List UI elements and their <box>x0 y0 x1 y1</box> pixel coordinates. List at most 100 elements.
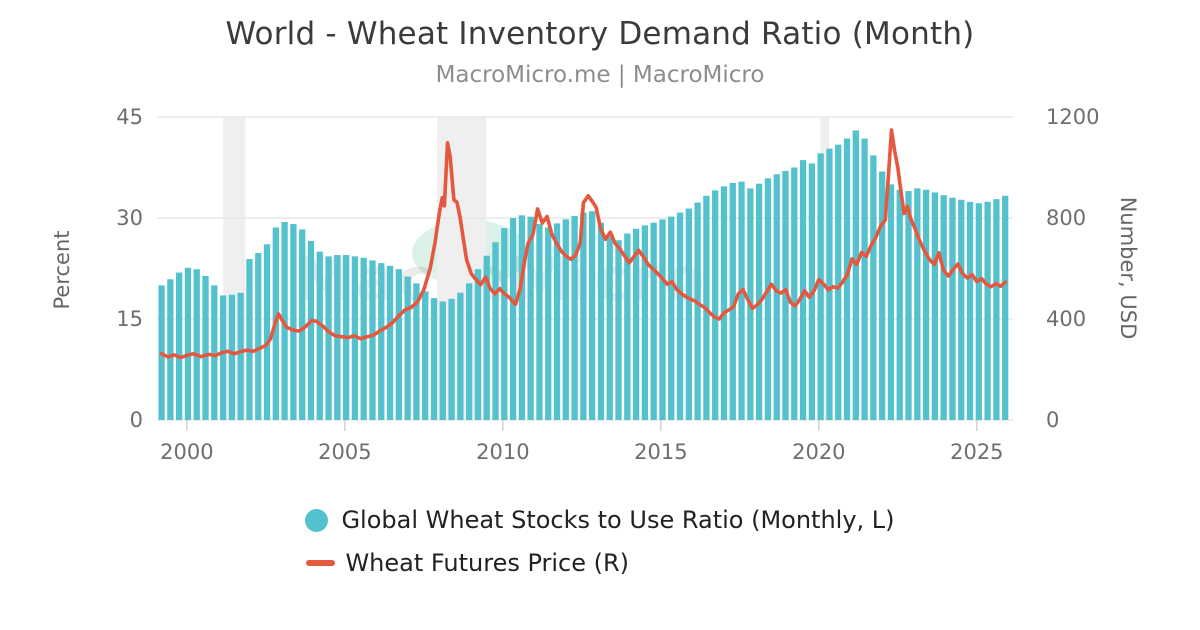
bar <box>641 225 649 420</box>
bar <box>835 144 842 420</box>
bar <box>439 301 446 420</box>
bar <box>782 170 789 420</box>
bar <box>184 267 192 420</box>
bar <box>993 199 1000 420</box>
bar <box>764 178 772 420</box>
legend: Global Wheat Stocks to Use Ratio (Monthl… <box>0 504 1200 579</box>
bar <box>395 269 402 420</box>
bar <box>325 256 332 420</box>
bar <box>422 291 429 420</box>
bar <box>975 203 982 420</box>
x-tick-label: 2000 <box>160 440 213 464</box>
bar <box>509 218 517 420</box>
legend-items: Global Wheat Stocks to Use Ratio (Monthl… <box>305 504 895 579</box>
x-tick-label: 2020 <box>792 440 845 464</box>
legend-label-wheat-futures-price: Wheat Futures Price (R) <box>345 549 630 577</box>
bar <box>527 216 534 420</box>
bar <box>729 182 736 420</box>
bar <box>843 138 851 420</box>
bar <box>914 188 921 420</box>
bar <box>219 295 227 420</box>
bar <box>193 269 200 420</box>
bar <box>650 222 657 420</box>
bar <box>659 219 666 420</box>
bar <box>465 283 473 420</box>
y-axis-right: 0 400 800 1200 <box>1046 105 1099 432</box>
bar <box>606 236 613 420</box>
bar <box>562 219 569 420</box>
left-axis-title: Percent <box>50 230 74 310</box>
bar <box>694 202 701 420</box>
legend-label-stocks-to-use-ratio: Global Wheat Stocks to Use Ratio (Monthl… <box>341 506 895 534</box>
bar <box>738 181 745 420</box>
bar <box>176 272 183 420</box>
bar <box>676 212 684 420</box>
x-tick-label: 2010 <box>476 440 529 464</box>
bar <box>817 153 824 421</box>
bar <box>966 201 974 420</box>
bar <box>404 276 411 420</box>
bar <box>852 130 859 420</box>
bar <box>879 171 886 420</box>
recession-band <box>820 117 830 420</box>
bar <box>685 208 692 420</box>
bar <box>791 167 798 420</box>
x-tick-label: 2015 <box>634 440 687 464</box>
bar <box>307 240 315 420</box>
bar <box>492 242 499 420</box>
y-left-tick-label: 30 <box>116 206 143 230</box>
bar <box>773 174 780 420</box>
bar <box>474 269 482 420</box>
bar <box>615 240 622 420</box>
bar <box>202 275 209 420</box>
bar <box>386 265 394 420</box>
bar <box>316 251 323 420</box>
bar <box>826 148 833 420</box>
bar <box>905 191 912 420</box>
bar <box>949 197 956 420</box>
x-tick-label: 2005 <box>318 440 371 464</box>
bar <box>940 195 947 420</box>
legend-item-stocks-to-use-ratio[interactable]: Global Wheat Stocks to Use Ratio (Monthl… <box>305 504 895 536</box>
right-axis-title: Number, USD <box>1116 196 1140 340</box>
y-right-tick-label: 800 <box>1046 206 1086 230</box>
bar <box>1002 195 1009 420</box>
bar <box>518 215 526 420</box>
x-tick-label: 2025 <box>950 440 1003 464</box>
y-right-tick-label: 400 <box>1046 307 1086 331</box>
y-right-tick-label: 1200 <box>1046 105 1099 129</box>
bar <box>545 227 552 420</box>
bar-series-stocks-to-use-ratio <box>158 130 1009 421</box>
bar <box>351 256 359 420</box>
bar <box>624 233 631 420</box>
y-left-tick-label: 15 <box>116 307 143 331</box>
y-axis-left: 0 15 30 45 <box>116 105 143 432</box>
bar <box>536 224 543 420</box>
bar <box>589 211 596 420</box>
chart-subtitle: MacroMicro.me | MacroMicro <box>435 62 765 88</box>
bar <box>922 189 930 420</box>
bar <box>430 298 438 420</box>
bar <box>237 292 244 420</box>
bar <box>580 212 587 420</box>
bar <box>290 224 297 420</box>
x-axis: 2000 2005 2010 2015 2020 2025 <box>160 420 1004 464</box>
bar <box>246 259 253 420</box>
bar <box>984 201 991 420</box>
bar <box>413 283 420 420</box>
bar <box>553 223 561 420</box>
y-left-tick-label: 45 <box>116 105 143 129</box>
bar <box>632 228 640 420</box>
line-series <box>159 128 1008 360</box>
bar <box>501 228 508 420</box>
bar <box>571 215 578 420</box>
bar <box>378 263 385 420</box>
bar <box>931 192 939 420</box>
bar <box>483 255 490 420</box>
legend-item-wheat-futures-price[interactable]: Wheat Futures Price (R) <box>305 547 894 579</box>
bar <box>228 294 236 420</box>
line-marker-icon <box>306 560 336 566</box>
line-series-wheat-futures-price <box>159 128 1008 360</box>
bar <box>167 279 174 420</box>
